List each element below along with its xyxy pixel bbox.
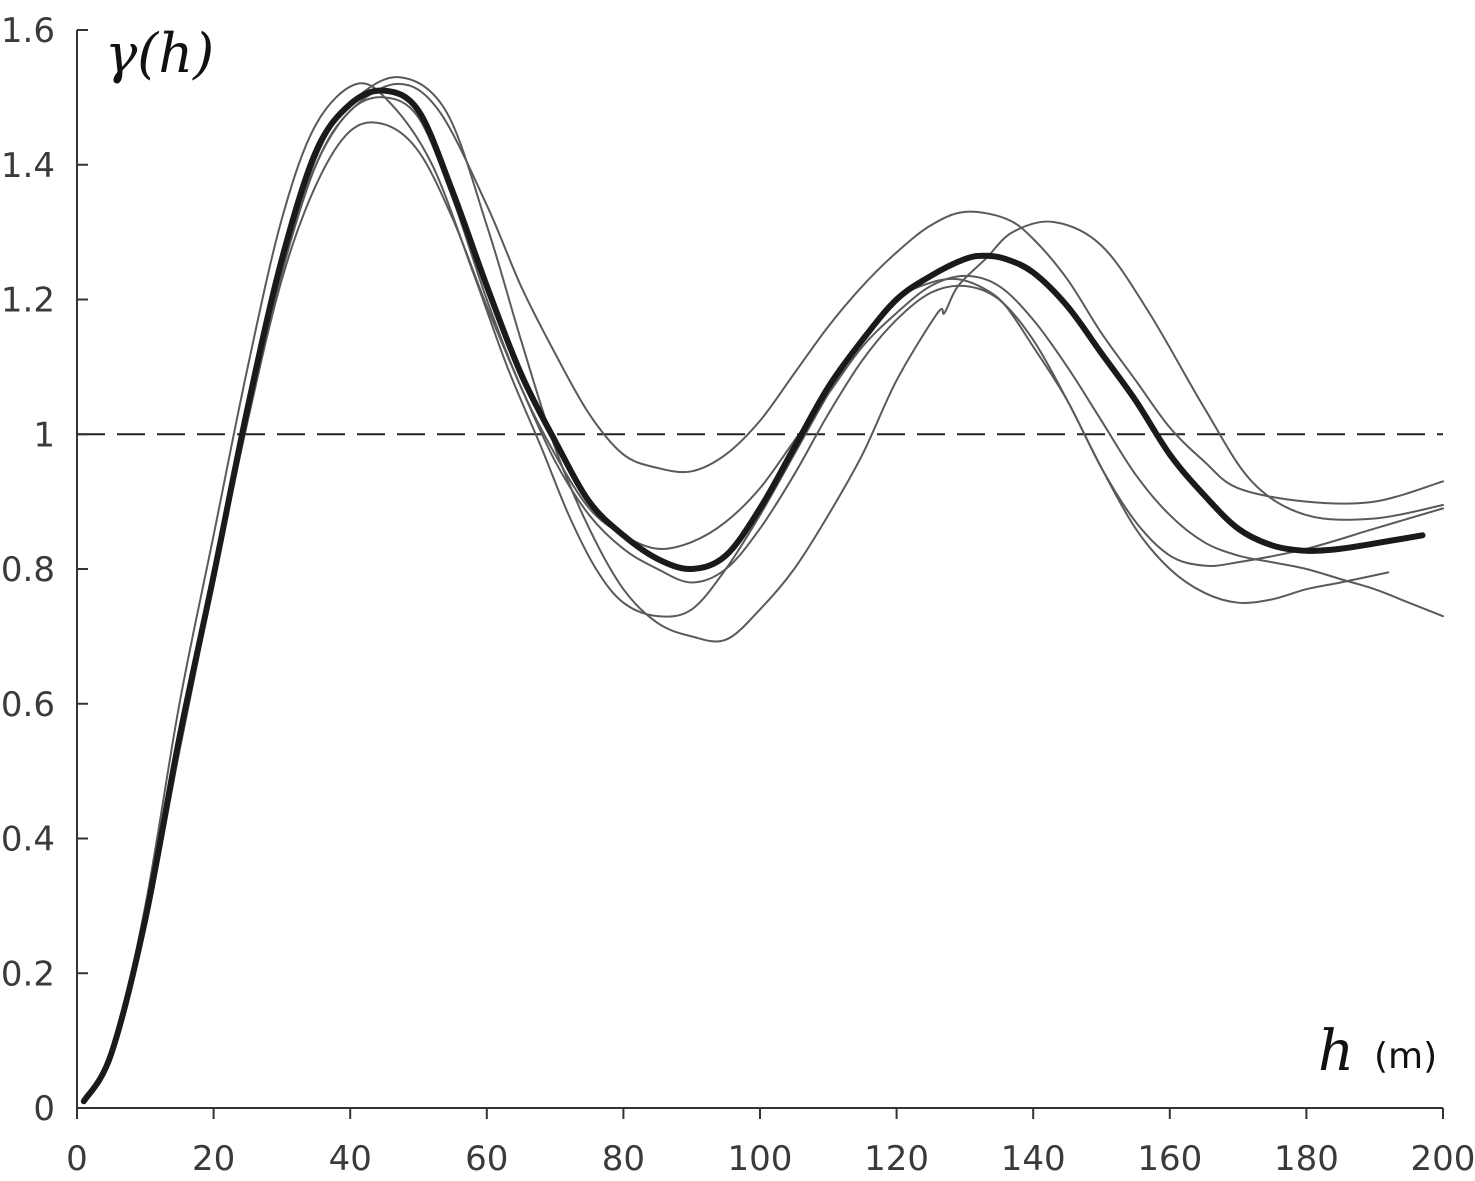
x-tick-label: 80 [602, 1139, 645, 1179]
x-tick-label: 100 [728, 1139, 793, 1179]
y-tick-label: 0.8 [1, 550, 55, 590]
x-tick-label: 200 [1411, 1139, 1475, 1179]
x-tick-label: 160 [1137, 1139, 1202, 1179]
y-tick-label: 1 [33, 415, 55, 455]
x-tick-label: 140 [1001, 1139, 1066, 1179]
x-tick-label: 60 [465, 1139, 508, 1179]
y-tick-label: 0.6 [1, 685, 55, 725]
y-tick-label: 1.4 [1, 146, 55, 186]
x-tick-label: 180 [1274, 1139, 1339, 1179]
y-axis-title: γ(h) [105, 22, 214, 85]
y-tick-label: 1.2 [1, 281, 55, 321]
x-tick-label: 120 [864, 1139, 929, 1179]
y-tick-label: 1.6 [1, 11, 55, 51]
x-axis-unit: (m) [1374, 1036, 1437, 1077]
x-axis-title: h [1318, 1019, 1354, 1084]
y-tick-label: 0 [33, 1089, 55, 1129]
series-layer [80, 76, 1444, 1105]
ticks-layer: 0 20 40 60 80 100 120 140 160 180 200 0 0.2 0.4 0.6 0.8… [1, 11, 1475, 1179]
x-tick-label: 40 [329, 1139, 372, 1179]
x-tick-label: 20 [192, 1139, 235, 1179]
x-tick-label: 0 [66, 1139, 88, 1179]
y-tick-label: 0.2 [1, 954, 55, 994]
axes-layer [76, 30, 1443, 1109]
y-tick-label: 0.4 [1, 820, 55, 860]
mean-variogram-line [80, 87, 1426, 1105]
